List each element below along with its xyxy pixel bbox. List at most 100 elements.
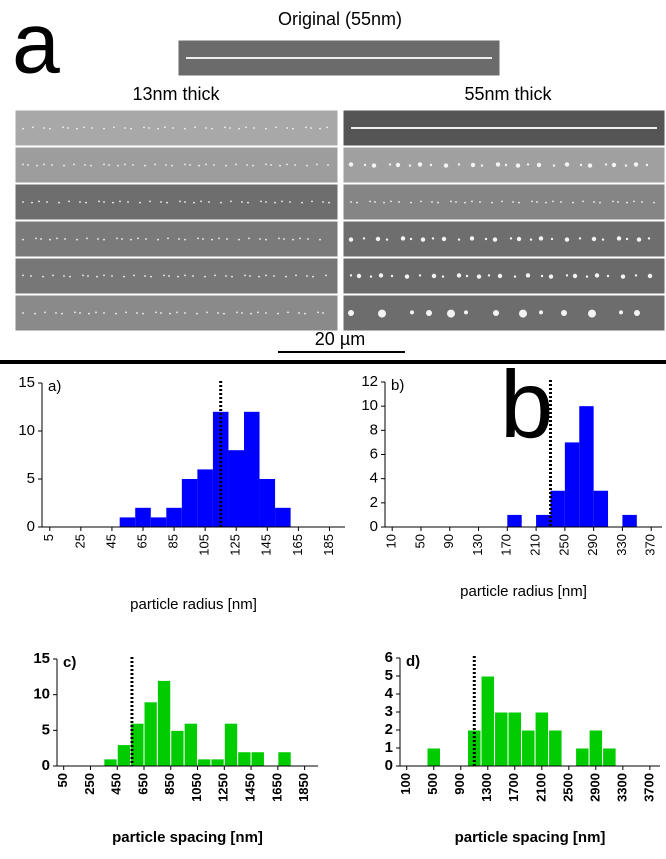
particle (322, 201, 324, 203)
particle (223, 312, 225, 315)
particle (431, 201, 433, 203)
particle (585, 275, 589, 278)
particle (103, 201, 105, 203)
particle (526, 163, 530, 166)
particle (408, 164, 412, 167)
particle (479, 201, 481, 203)
particle (198, 164, 200, 167)
particle (552, 200, 554, 203)
particle (150, 275, 152, 278)
particle (310, 127, 312, 129)
particle (213, 164, 215, 166)
particle (538, 236, 544, 241)
y-tick-label: 0 (370, 518, 378, 535)
particle (285, 275, 287, 278)
particle (88, 312, 90, 315)
y-tick-label: 6 (385, 649, 393, 666)
particle (456, 273, 462, 278)
particle (626, 201, 628, 204)
particle (279, 164, 281, 167)
y-tick-label: 5 (42, 721, 50, 738)
particle (90, 164, 92, 167)
particle (171, 164, 173, 167)
particle (348, 237, 354, 242)
particle (512, 201, 514, 203)
particle (599, 201, 601, 204)
particle (22, 312, 24, 314)
particle (123, 275, 125, 278)
particle (40, 238, 42, 240)
particle (265, 238, 267, 241)
particle (591, 236, 597, 242)
particle (572, 201, 574, 204)
scale-bar-label: 20 µm (315, 329, 365, 349)
particle (167, 237, 169, 240)
particle (636, 237, 642, 242)
particle (531, 200, 533, 203)
particle (137, 237, 139, 240)
x-tick-label: 1250 (216, 773, 231, 802)
particle (306, 275, 308, 277)
particle (142, 312, 144, 315)
particle (587, 163, 593, 168)
bar (575, 747, 590, 767)
particle (495, 162, 501, 167)
particle (504, 163, 508, 167)
micrograph (342, 220, 666, 258)
x-tick-label: 85 (166, 534, 181, 548)
panel-label: b (500, 351, 553, 458)
particle (294, 164, 296, 166)
particle (149, 200, 151, 203)
x-tick-label: 105 (197, 534, 212, 556)
particle (371, 163, 377, 168)
particle (362, 237, 366, 240)
x-tick-label: 25 (72, 534, 87, 548)
particle (206, 311, 208, 314)
particle (82, 274, 84, 277)
bar (103, 758, 118, 767)
particle (429, 163, 433, 167)
particle (130, 238, 132, 241)
panel-annotation: b) (391, 377, 404, 394)
y-tick-label: 0 (27, 518, 35, 535)
particle (633, 162, 639, 167)
x-axis-label: particle spacing [nm] (112, 829, 263, 846)
particle (117, 164, 119, 167)
particle (317, 311, 319, 314)
x-axis-label: particle radius [nm] (460, 583, 587, 600)
particle (79, 312, 81, 314)
bar (494, 711, 509, 767)
particle (501, 200, 503, 203)
y-tick-label: 10 (18, 422, 35, 439)
particle (252, 164, 254, 167)
y-tick-label: 15 (18, 374, 35, 391)
particle (611, 162, 617, 168)
particle (492, 237, 498, 242)
particle (22, 201, 24, 203)
particle (49, 238, 51, 241)
particle (184, 201, 186, 203)
particle (95, 311, 97, 314)
particle (278, 237, 280, 240)
x-tick-label: 10 (384, 534, 399, 548)
bar (426, 747, 442, 767)
particle (43, 127, 45, 129)
particle (85, 201, 87, 204)
particle (96, 275, 98, 278)
particle (76, 127, 78, 130)
particle (27, 164, 29, 166)
particle (124, 163, 126, 166)
particle (265, 312, 267, 314)
particle (235, 163, 237, 166)
y-tick-label: 0 (42, 757, 50, 774)
particle (450, 200, 452, 203)
bar (579, 406, 594, 527)
bar (480, 675, 496, 767)
particle (588, 309, 596, 318)
bar (277, 751, 292, 767)
bar (275, 507, 291, 527)
y-tick-label: 6 (370, 445, 378, 462)
particle (226, 238, 228, 240)
particle (647, 237, 651, 240)
x-tick-label: 900 (452, 773, 467, 795)
